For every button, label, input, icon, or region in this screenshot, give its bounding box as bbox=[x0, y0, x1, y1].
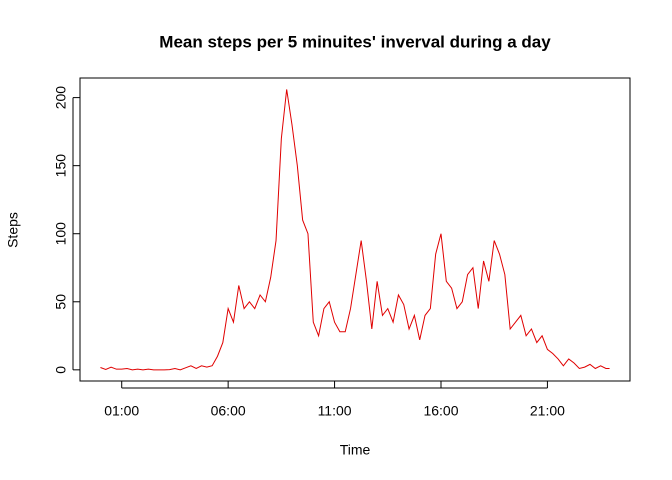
x-tick-label: 16:00 bbox=[423, 403, 458, 419]
data-line bbox=[100, 89, 610, 371]
chart-title: Mean steps per 5 minuites' inverval duri… bbox=[159, 32, 551, 51]
y-tick-label: 200 bbox=[53, 86, 69, 110]
x-axis-label: Time bbox=[340, 442, 371, 458]
y-axis-label: Steps bbox=[5, 212, 21, 248]
plot-frame bbox=[79, 77, 631, 382]
y-tick-label: 50 bbox=[53, 294, 69, 310]
y-tick-label: 0 bbox=[53, 366, 69, 374]
y-tick-label: 100 bbox=[53, 222, 69, 246]
x-tick-label: 06:00 bbox=[211, 403, 246, 419]
x-tick-label: 01:00 bbox=[104, 403, 139, 419]
y-tick-label: 150 bbox=[53, 154, 69, 178]
x-tick-label: 11:00 bbox=[318, 403, 352, 419]
x-tick-label: 21:00 bbox=[530, 403, 565, 419]
